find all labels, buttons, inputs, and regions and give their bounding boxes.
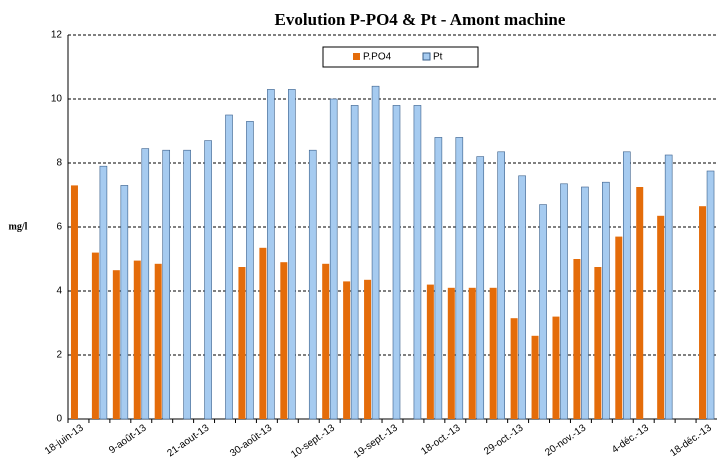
bar: [246, 121, 254, 420]
legend-swatch: [422, 52, 431, 61]
bar: [664, 154, 673, 420]
legend-label: P.PO4: [363, 52, 392, 63]
y-tick-label: 10: [51, 94, 63, 105]
y-tick-label: 8: [56, 158, 62, 169]
x-tick-label: 30-août-13: [228, 422, 274, 459]
bar: [573, 259, 581, 419]
bar: [288, 89, 296, 420]
bar: [322, 263, 330, 419]
bar: [308, 149, 317, 420]
bar: [489, 287, 497, 419]
bar: [518, 175, 526, 420]
bar: [706, 170, 715, 420]
bar: [183, 149, 191, 420]
bar: [447, 287, 455, 419]
chart-title: Evolution P-PO4 & Pt - Amont machine: [275, 10, 566, 29]
x-tick-label: 19-sept.-13: [352, 422, 400, 460]
bar: [636, 187, 644, 419]
bar: [615, 236, 623, 419]
x-tick-label: 18-oct.-13: [419, 422, 463, 457]
bar: [238, 267, 246, 419]
bar: [468, 287, 476, 419]
bar: [455, 137, 464, 420]
bar: [91, 252, 99, 419]
bar: [343, 281, 351, 419]
bar: [280, 262, 288, 419]
bar: [552, 316, 560, 419]
bar: [581, 186, 589, 420]
x-tick-label: 10-sept.-13: [289, 422, 337, 460]
y-tick-label: 4: [56, 286, 62, 297]
bar: [225, 114, 233, 420]
legend-swatch: [353, 53, 360, 60]
x-tick-label: 9-août-13: [107, 422, 149, 456]
bar: [622, 151, 631, 420]
bar: [560, 183, 568, 420]
bar: [133, 260, 141, 419]
bar: [531, 335, 539, 419]
y-tick-label: 6: [56, 222, 62, 233]
bar: [602, 181, 610, 420]
x-tick-label: 21-aout-13: [165, 422, 211, 459]
legend-label: Pt: [433, 52, 443, 63]
bar: [259, 247, 267, 419]
bar: [364, 279, 372, 419]
y-tick-label: 2: [56, 350, 62, 361]
x-tick-label: 18-juin-13: [43, 422, 86, 457]
bar: [329, 98, 338, 420]
bar: [699, 206, 707, 419]
y-tick-label: 0: [56, 414, 62, 425]
bar: [120, 185, 129, 420]
x-tick-label: 29-oct.-13: [482, 422, 526, 457]
bar: [434, 137, 443, 420]
bar: [413, 105, 422, 420]
bar: [476, 156, 485, 420]
bar: [204, 140, 212, 420]
bar: [371, 85, 380, 420]
legend-box: [322, 46, 479, 68]
bar: [112, 270, 120, 419]
bar: [539, 204, 547, 420]
bar: [154, 263, 162, 419]
bar: [141, 148, 150, 420]
bar: [657, 215, 665, 419]
x-tick-label: 4-déc.-13: [610, 422, 651, 455]
bar: [267, 89, 275, 420]
bar: [426, 284, 434, 419]
bar: [70, 185, 78, 419]
y-tick-label: 12: [51, 30, 63, 41]
x-tick-label: 18-déc.-13: [668, 422, 714, 459]
bar: [392, 105, 401, 420]
bar: [497, 151, 505, 420]
x-tick-label: 20-nov.-13: [543, 422, 588, 458]
bar: [510, 318, 518, 419]
bar: [350, 105, 359, 420]
bar: [99, 165, 108, 420]
y-axis-label: mg/l: [9, 221, 28, 232]
bar: [162, 149, 171, 420]
bar: [594, 267, 602, 419]
